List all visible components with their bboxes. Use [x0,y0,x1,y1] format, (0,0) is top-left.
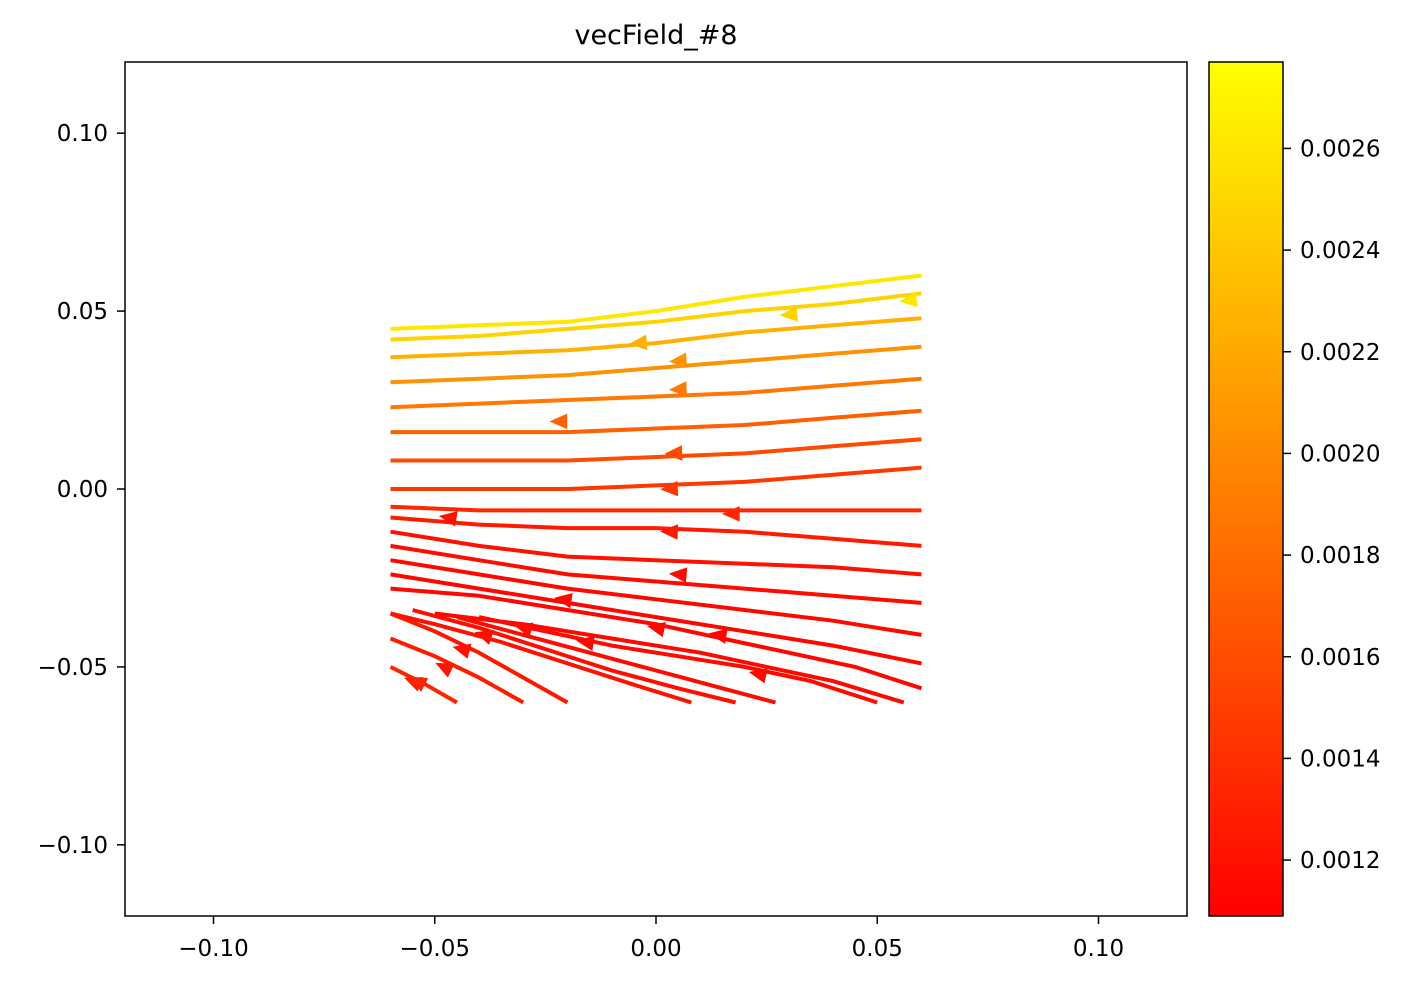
streamline-arrow [668,381,687,397]
arrow-head [660,524,679,540]
arrow-head [748,668,768,684]
arrow-head [660,480,679,497]
arrow-head [668,381,687,397]
streamline-arrow [708,628,728,644]
streamline-arrow [435,662,455,678]
streamline-arrow [660,524,679,540]
streamline-arrow [668,567,688,583]
streamline [390,408,922,435]
streamline-arrow [474,630,494,645]
arrow-head [899,291,918,308]
colorbar-tick-label: 0.0020 [1300,441,1380,467]
streamline-arrows-layer [404,291,918,692]
colorbar-tick-label: 0.0024 [1300,238,1380,264]
streamline-arrow [549,413,568,430]
x-tick-label: 0.10 [1073,936,1124,962]
y-tick-label: 0.00 [57,477,108,503]
arrow-head [514,622,534,638]
arrow-head [668,352,688,368]
y-tick-label: 0.10 [57,121,108,147]
streamline [456,615,777,705]
streamline-arrow [668,352,688,368]
arrow-head [452,643,472,659]
streamline-arrow [664,445,683,461]
arrow-head [408,676,429,692]
streamlines-layer [389,273,923,705]
y-tick-label: −0.10 [38,833,108,859]
streamline-arrow [438,511,458,527]
x-tick-label: 0.05 [852,936,903,962]
streamline-arrow [629,334,648,351]
streamline [390,291,922,342]
streamline [390,273,922,331]
streamline [390,465,922,491]
streamline-arrow [553,592,573,609]
streamline [478,615,878,705]
streamline [390,558,922,637]
streamline [390,437,922,463]
streamline [412,608,737,705]
streamline-arrow [408,676,429,692]
colorbar-tick-label: 0.0026 [1300,136,1380,162]
streamline-arrow [721,506,740,522]
arrow-head [668,567,688,583]
streamline [389,611,569,705]
streamline-arrow [899,291,918,308]
arrow-head [474,630,494,645]
streamline [389,665,458,705]
streamline [390,376,922,410]
arrow-head [664,445,683,461]
y-axis: 0.10 0.05 0.00 −0.05 −0.10 [38,121,125,859]
arrow-head [721,506,740,522]
colorbar-axis: 0.0012 0.0014 0.0016 0.0018 0.0020 0.0022 0.00… [1283,136,1380,874]
streamline [390,586,923,691]
colorbar [1208,61,1284,917]
streamline-arrow [660,480,679,497]
arrow-head [549,413,568,430]
streamline [390,316,922,360]
streamline [389,636,525,705]
streamline-arrow [748,668,768,684]
x-tick-label: 0.00 [630,936,681,962]
arrow-head [629,334,648,351]
arrow-head [435,662,455,678]
x-tick-label: −0.10 [178,936,248,962]
plot-area [125,62,1187,916]
x-axis: −0.10 −0.05 0.00 0.05 0.10 [178,916,1124,962]
colorbar-tick-label: 0.0016 [1300,645,1380,671]
streamline-arrow [646,621,666,638]
streamline [390,543,922,605]
arrow-head [779,306,798,322]
streamline [390,572,922,666]
streamline-arrow [779,306,798,322]
streamline [390,344,922,385]
streamline-arrow [452,643,472,659]
y-tick-label: −0.05 [38,655,108,681]
streamline-arrow [514,622,534,638]
arrow-head [438,511,458,527]
arrow-head [708,628,728,644]
streamline [390,515,922,548]
streamline [390,504,922,513]
streamline [390,611,692,705]
chart-title: vecField_#8 [574,20,737,51]
colorbar-tick-label: 0.0018 [1300,543,1380,569]
streamline-arrow [576,635,595,652]
streamline [390,529,922,577]
arrow-head [553,592,573,609]
arrow-head [646,621,666,638]
colorbar-tick-label: 0.0022 [1300,340,1380,366]
colorbar-tick-label: 0.0014 [1300,746,1380,772]
colorbar-tick-label: 0.0012 [1300,848,1380,874]
arrow-head [576,635,595,652]
x-tick-label: −0.05 [400,936,470,962]
y-tick-label: 0.05 [57,299,108,325]
